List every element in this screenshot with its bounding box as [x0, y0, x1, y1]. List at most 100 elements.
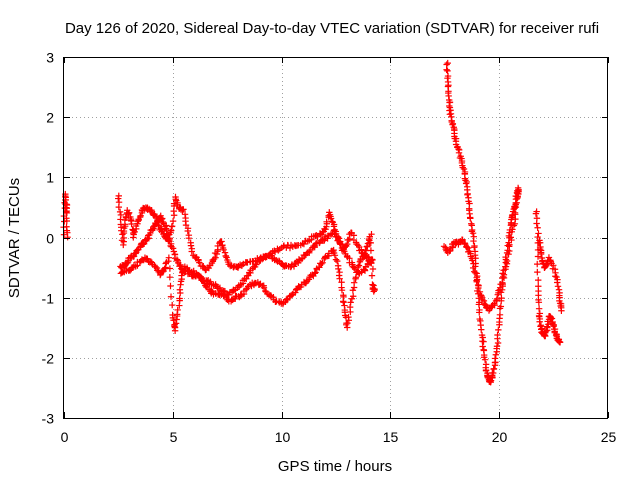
data-point: [496, 311, 504, 319]
data-point: [462, 180, 470, 187]
y-tick-label: 1: [46, 170, 54, 186]
data-point: [197, 273, 204, 280]
data-point: [554, 283, 562, 290]
data-point: [368, 256, 375, 264]
data-point: [213, 250, 221, 258]
data-point: [481, 356, 489, 363]
data-point: [137, 212, 144, 219]
data-point: [371, 286, 378, 294]
data-point: [444, 59, 451, 67]
data-point: [350, 293, 357, 300]
data-point: [164, 230, 171, 238]
data-point: [332, 256, 340, 263]
data-point: [459, 164, 466, 171]
data-point: [494, 331, 501, 339]
chart-title: Day 126 of 2020, Sidereal Day-to-day VTE…: [65, 20, 599, 37]
data-point: [115, 195, 122, 202]
data-point: [207, 278, 214, 285]
data-point: [347, 299, 354, 306]
data-point: [311, 270, 318, 277]
data-point: [221, 249, 229, 256]
data-point: [502, 253, 509, 261]
data-point: [534, 260, 541, 268]
data-point: [336, 239, 343, 246]
data-point: [167, 282, 174, 290]
data-point: [179, 268, 186, 276]
data-point: [514, 184, 522, 192]
data-point: [170, 248, 178, 255]
data-point: [532, 210, 540, 217]
data-point: [331, 252, 339, 259]
data-point: [242, 286, 250, 293]
data-point: [462, 177, 469, 184]
data-point: [166, 274, 174, 281]
data-point: [499, 270, 507, 277]
data-point: [64, 234, 71, 241]
data-point: [316, 264, 323, 271]
data-point: [534, 253, 542, 260]
data-point: [168, 222, 176, 230]
data-point: [220, 246, 227, 254]
data-point: [327, 231, 335, 238]
data-point: [256, 281, 263, 288]
data-point: [312, 240, 320, 247]
data-point: [318, 260, 325, 268]
data-point: [314, 233, 321, 240]
data-point: [184, 227, 191, 235]
data-point: [275, 247, 282, 254]
data-point: [361, 250, 368, 257]
data-point: [536, 318, 543, 325]
data-point: [63, 217, 71, 225]
data-point: [503, 257, 511, 265]
data-point: [344, 319, 351, 327]
axis-ticks: 0 5 10 15 20 25 -3 -2 -1 0 1 2 3: [42, 50, 617, 446]
data-point: [464, 191, 471, 199]
data-point: [222, 252, 230, 260]
data-point: [116, 208, 124, 216]
data-point: [350, 264, 358, 271]
data-point: [165, 254, 173, 261]
data-point: [534, 239, 542, 247]
data-point: [159, 218, 167, 226]
data-point: [534, 233, 541, 241]
x-tick-label: 20: [492, 429, 508, 445]
data-point: [480, 338, 487, 345]
data-point: [472, 263, 479, 270]
data-point: [319, 259, 326, 266]
data-point: [493, 295, 501, 303]
y-axis-label: SDTVAR / TECUs: [6, 178, 23, 298]
data-point: [505, 232, 513, 240]
data-point: [310, 272, 317, 280]
data-point: [554, 279, 561, 286]
y-tick-label: -3: [42, 411, 55, 427]
data-point: [475, 290, 482, 298]
data-point: [558, 307, 565, 314]
x-tick-label: 5: [170, 429, 178, 445]
data-point: [168, 301, 176, 309]
data-point: [471, 244, 478, 251]
data-point: [63, 209, 71, 217]
data-point: [535, 230, 542, 237]
data-point: [368, 272, 376, 279]
data-point: [498, 286, 506, 294]
data-point: [154, 267, 161, 274]
data-point: [455, 149, 463, 157]
series-0-segment-3: [117, 230, 378, 334]
data-point: [323, 218, 330, 226]
data-point: [545, 254, 553, 261]
data-point: [349, 287, 357, 294]
data-point: [535, 305, 543, 312]
data-point: [169, 217, 177, 225]
data-point: [491, 355, 499, 362]
data-point: [337, 240, 344, 248]
data-point: [495, 326, 502, 334]
x-axis-label: GPS time / hours: [278, 458, 392, 475]
data-point: [367, 239, 374, 247]
series-0-segment-5: [443, 59, 522, 386]
data-point: [210, 255, 218, 263]
data-point: [492, 351, 500, 358]
data-marks: [60, 59, 565, 386]
data-point: [499, 279, 506, 286]
